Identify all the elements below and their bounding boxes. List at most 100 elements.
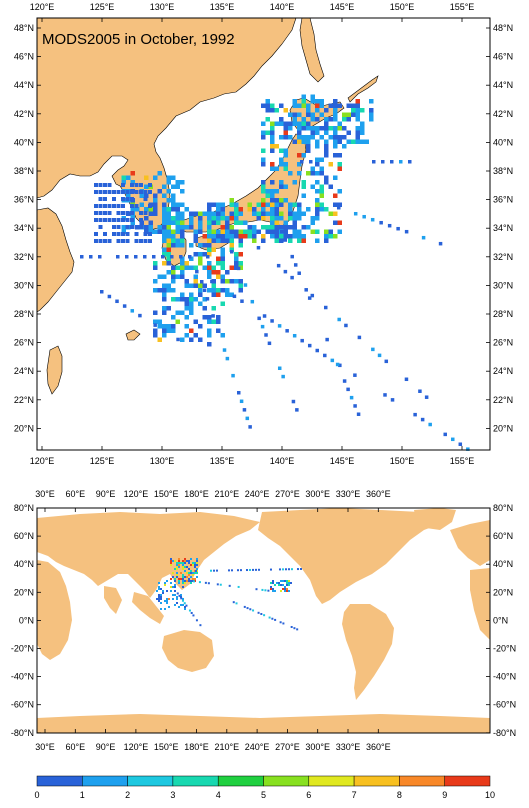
observation-cell	[153, 207, 158, 212]
observation-cell	[238, 243, 243, 248]
observation-cell	[171, 324, 176, 329]
observation-cell	[112, 232, 116, 236]
observation-cell	[162, 297, 167, 302]
observation-cell	[180, 297, 185, 302]
observation-cell	[189, 306, 194, 311]
bottom-map-land	[37, 508, 490, 733]
observation-cell	[211, 279, 216, 284]
observation-cell	[225, 238, 230, 243]
observation-cell	[170, 578, 172, 580]
observation-cell	[139, 193, 144, 198]
observation-cell	[229, 211, 234, 216]
top-x-label-top: 135°E	[210, 2, 235, 12]
top-y-label-left: 34°N	[14, 223, 34, 233]
observation-cell	[162, 225, 167, 230]
observation-cell	[190, 570, 192, 572]
observation-cell	[164, 600, 166, 602]
observation-cell	[182, 582, 184, 584]
observation-cell	[193, 229, 198, 234]
observation-cell	[292, 211, 297, 216]
observation-cell	[270, 193, 275, 198]
observation-cell	[180, 211, 185, 216]
observation-cell	[174, 568, 176, 570]
observation-cell	[107, 190, 112, 194]
observation-cell	[306, 135, 311, 140]
observation-cell	[153, 288, 158, 293]
observation-cell	[292, 121, 297, 126]
observation-cell	[297, 121, 302, 126]
observation-cell	[171, 234, 176, 239]
bottom-x-label-top: 90°E	[96, 489, 116, 499]
observation-cell	[220, 288, 225, 293]
observation-cell	[328, 103, 333, 108]
observation-cell	[315, 198, 320, 203]
observation-cell	[297, 126, 302, 131]
observation-cell	[269, 568, 272, 571]
observation-cell	[261, 207, 266, 212]
top-x-label-bottom: 145°E	[330, 456, 355, 466]
observation-cell	[270, 220, 275, 225]
observation-cell	[413, 412, 417, 417]
observation-cell	[315, 139, 320, 144]
observation-cell	[180, 202, 185, 207]
observation-cell	[277, 324, 282, 328]
observation-cell	[156, 590, 158, 592]
bottom-x-label-bottom: 180°E	[184, 742, 209, 752]
observation-cell	[283, 148, 288, 153]
observation-cell	[335, 362, 340, 367]
observation-cell	[458, 442, 463, 446]
observation-cell	[283, 166, 288, 171]
observation-cell	[207, 319, 212, 324]
observation-cell	[227, 569, 230, 572]
observation-cell	[319, 99, 324, 104]
top-x-label-top: 155°E	[450, 2, 475, 12]
observation-cell	[180, 261, 185, 266]
observation-cell	[264, 333, 268, 337]
observation-cell	[353, 404, 357, 408]
observation-cell	[178, 606, 180, 608]
observation-cell	[250, 299, 255, 304]
observation-cell	[319, 189, 324, 194]
observation-cell	[278, 584, 280, 586]
observation-cell	[121, 175, 126, 180]
observation-cell	[297, 207, 302, 212]
observation-cell	[196, 572, 198, 574]
observation-cell	[157, 324, 162, 329]
observation-cell	[182, 578, 184, 580]
observation-cell	[172, 576, 174, 578]
observation-cell	[362, 214, 366, 219]
bottom-x-label-top: 270°E	[275, 489, 300, 499]
observation-cell	[306, 171, 311, 176]
observation-cell	[180, 337, 185, 342]
observation-cell	[184, 582, 186, 584]
observation-cell	[112, 190, 116, 194]
observation-cell	[162, 261, 167, 266]
observation-cell	[265, 117, 270, 122]
observation-cell	[274, 584, 276, 586]
observation-cell	[139, 218, 143, 222]
observation-cell	[174, 594, 176, 596]
observation-cell	[342, 117, 347, 122]
colorbar-segment	[127, 775, 174, 787]
observation-cell	[216, 315, 221, 320]
observation-cell	[421, 235, 426, 240]
observation-cell	[310, 112, 315, 117]
observation-cell	[188, 572, 190, 574]
observation-cell	[355, 99, 360, 104]
observation-cell	[261, 588, 264, 591]
observation-cell	[292, 103, 297, 108]
observation-cell	[98, 211, 103, 215]
observation-cell	[252, 207, 257, 212]
observation-cell	[198, 292, 203, 297]
observation-cell	[184, 324, 189, 329]
observation-cell	[257, 316, 261, 321]
observation-cell	[234, 234, 239, 239]
observation-cell	[288, 582, 290, 584]
top-y-label-right: 20°N	[493, 423, 513, 433]
observation-cell	[261, 157, 266, 162]
observation-cell	[158, 596, 160, 598]
observation-cell	[306, 225, 311, 230]
observation-cell	[238, 265, 243, 270]
observation-cell	[175, 216, 180, 221]
bottom-y-label-left: 60°N	[14, 531, 34, 541]
